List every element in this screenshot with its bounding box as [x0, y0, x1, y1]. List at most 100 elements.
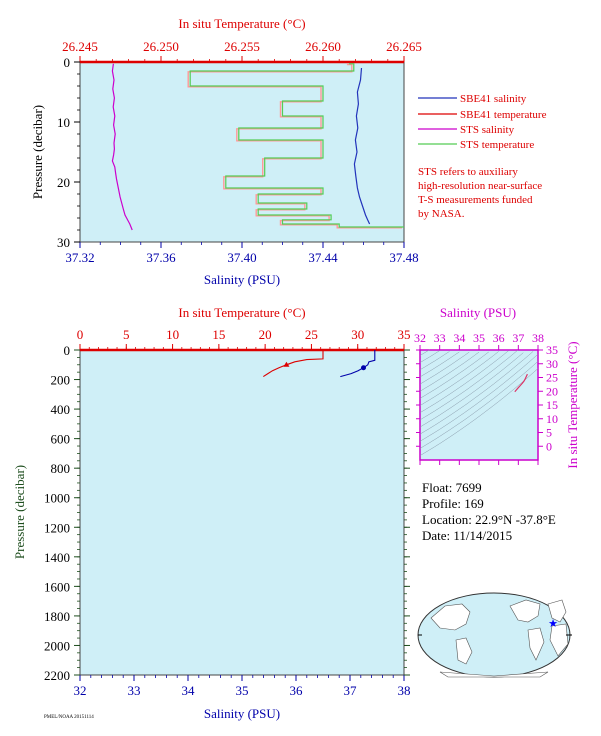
bottom-pressure-tick-label: 0 [64, 343, 71, 358]
float-info: Float: 7699 Profile: 169 Location: 22.9°… [422, 480, 556, 543]
map-ocean [417, 592, 571, 678]
top-trace-sbe41-salinity [353, 67, 371, 225]
legend-label-sts-temperature: STS temperature [460, 139, 534, 151]
bottom-salinity-marker [361, 365, 366, 371]
bottom-pressure-tick-label: 800 [51, 461, 71, 476]
bottom-trace-salinity [340, 350, 376, 378]
float-location-star-icon: ★ [548, 618, 558, 630]
bottom-salinity-tick-label: 32 [74, 683, 87, 698]
bottom-pressure-tick-label: 2000 [44, 638, 70, 653]
top-traces [111, 63, 404, 231]
legend-label-sbe-temperature: SBE41 temperature [460, 109, 547, 121]
top-salinity-tick-label: 37.36 [146, 250, 176, 265]
bottom-temperature-marker [283, 361, 290, 367]
ts-temperature-tick-label: 25 [546, 371, 558, 385]
top-pressure-tick-label: 0 [64, 55, 71, 70]
ts-density-contour [419, 351, 499, 406]
bottom-temperature-tick-label: 10 [166, 327, 179, 342]
ts-density-contour [419, 349, 430, 356]
bottom-salinity-tick-label: 38 [398, 683, 411, 698]
top-salinity-tick-label: 37.40 [227, 250, 256, 265]
top-x-bottom-label: Salinity (PSU) [204, 272, 280, 287]
bottom-pressure-tick-label: 400 [51, 402, 71, 417]
bottom-pressure-tick-label: 1800 [44, 609, 70, 624]
top-trace-sts-temperature [189, 63, 404, 228]
bottom-temperature-tick-label: 15 [212, 327, 225, 342]
top-x-top-label: In situ Temperature (°C) [178, 16, 305, 31]
top-axes: 37.32 37.36 37.40 37.44 37.48 26.245 26.250 26.… [57, 39, 422, 265]
bottom-salinity-tick-label: 34 [182, 683, 196, 698]
ts-temperature-tick-label: 30 [546, 357, 558, 371]
bottom-salinity-tick-label: 36 [290, 683, 304, 698]
bottom-plot-area [79, 349, 405, 676]
map-south-america [527, 627, 545, 661]
ts-temperature-tick-label: 20 [546, 384, 558, 398]
bottom-temperature-tick-label: 35 [398, 327, 411, 342]
sts-note-line-1: STS refers to auxiliary [418, 166, 518, 178]
map-antarctica [439, 671, 549, 678]
bottom-pressure-tick-label: 200 [51, 373, 71, 388]
top-trace-sts-temperature-shadow [187, 63, 402, 229]
bottom-pressure-tick-label: 600 [51, 432, 71, 447]
ts-temperature-tick-label: 5 [546, 426, 552, 440]
sts-note-line-4: by NASA. [418, 208, 465, 220]
top-trace-sts-salinity [111, 63, 133, 231]
ts-density-contour [419, 349, 519, 421]
map-australia-region [455, 637, 473, 665]
ts-temperature-tick-label: 15 [546, 398, 558, 412]
map-europe [547, 599, 567, 623]
bottom-axes: 32 33 34 35 36 37 38 0 5 10 15 20 25 30 35 0 200 400 600 80… [44, 327, 411, 698]
bottom-x-top-label: In situ Temperature (°C) [178, 305, 305, 320]
map-africa [549, 623, 569, 657]
bottom-temperature-tick-label: 20 [259, 327, 272, 342]
map-continents [430, 599, 569, 678]
date-text: Date: 11/14/2015 [422, 528, 512, 543]
footer-credit: PMEL/NOAA 20151114 [44, 715, 94, 720]
legend-label-sbe-salinity: SBE41 salinity [460, 93, 527, 105]
ts-density-contour [419, 351, 460, 378]
sts-note-line-2: high-resolution near-surface [418, 180, 542, 192]
map-north-america [509, 599, 541, 623]
bottom-temperature-tick-label: 25 [305, 327, 318, 342]
top-salinity-tick-label: 37.48 [389, 250, 418, 265]
ts-density-contour [419, 350, 440, 363]
ts-density-contour [419, 351, 480, 392]
bottom-pressure-tick-label: 1000 [44, 491, 70, 506]
top-plot-area [79, 61, 405, 243]
bottom-temperature-tick-label: 5 [123, 327, 130, 342]
top-y-label: Pressure (decibar) [30, 105, 45, 199]
location-text: Location: 22.9°N -37.8°E [422, 512, 556, 527]
bottom-pressure-tick-label: 1400 [44, 550, 70, 565]
ts-salinity-tick-label: 32 [414, 331, 426, 345]
ts-salinity-tick-label: 33 [434, 331, 446, 345]
top-pressure-tick-label: 30 [57, 235, 70, 250]
ts-density-contour [419, 350, 509, 413]
top-salinity-tick-label: 37.44 [308, 250, 338, 265]
bottom-x-bottom-label: Salinity (PSU) [204, 706, 280, 721]
bottom-y-label: Pressure (decibar) [12, 465, 27, 559]
bottom-pressure-tick-label: 2200 [44, 668, 70, 683]
map-asia [430, 603, 471, 631]
ts-density-contour [419, 354, 539, 442]
ts-density-contour [419, 368, 539, 456]
bottom-pressure-tick-label: 1600 [44, 579, 70, 594]
sts-note-line-3: T-S measurements funded [418, 194, 533, 206]
ts-density-contour [419, 352, 524, 428]
bottom-pressure-tick-label: 1200 [44, 520, 70, 535]
ts-trace [514, 373, 528, 393]
ts-temperature-tick-label: 0 [546, 439, 552, 453]
bottom-temperature-tick-label: 0 [77, 327, 84, 342]
bottom-salinity-tick-label: 37 [344, 683, 358, 698]
world-map: ★ [417, 592, 572, 678]
ts-temperature-tick-label: 35 [546, 343, 558, 357]
top-temperature-tick-label: 26.250 [143, 39, 179, 54]
float-id-text: Float: 7699 [422, 480, 482, 495]
top-temperature-tick-label: 26.245 [62, 39, 98, 54]
bottom-temperature-tick-label: 30 [351, 327, 364, 342]
ts-salinity-tick-label: 35 [473, 331, 485, 345]
ts-traces [514, 373, 528, 393]
ts-salinity-tick-label: 34 [453, 331, 465, 345]
